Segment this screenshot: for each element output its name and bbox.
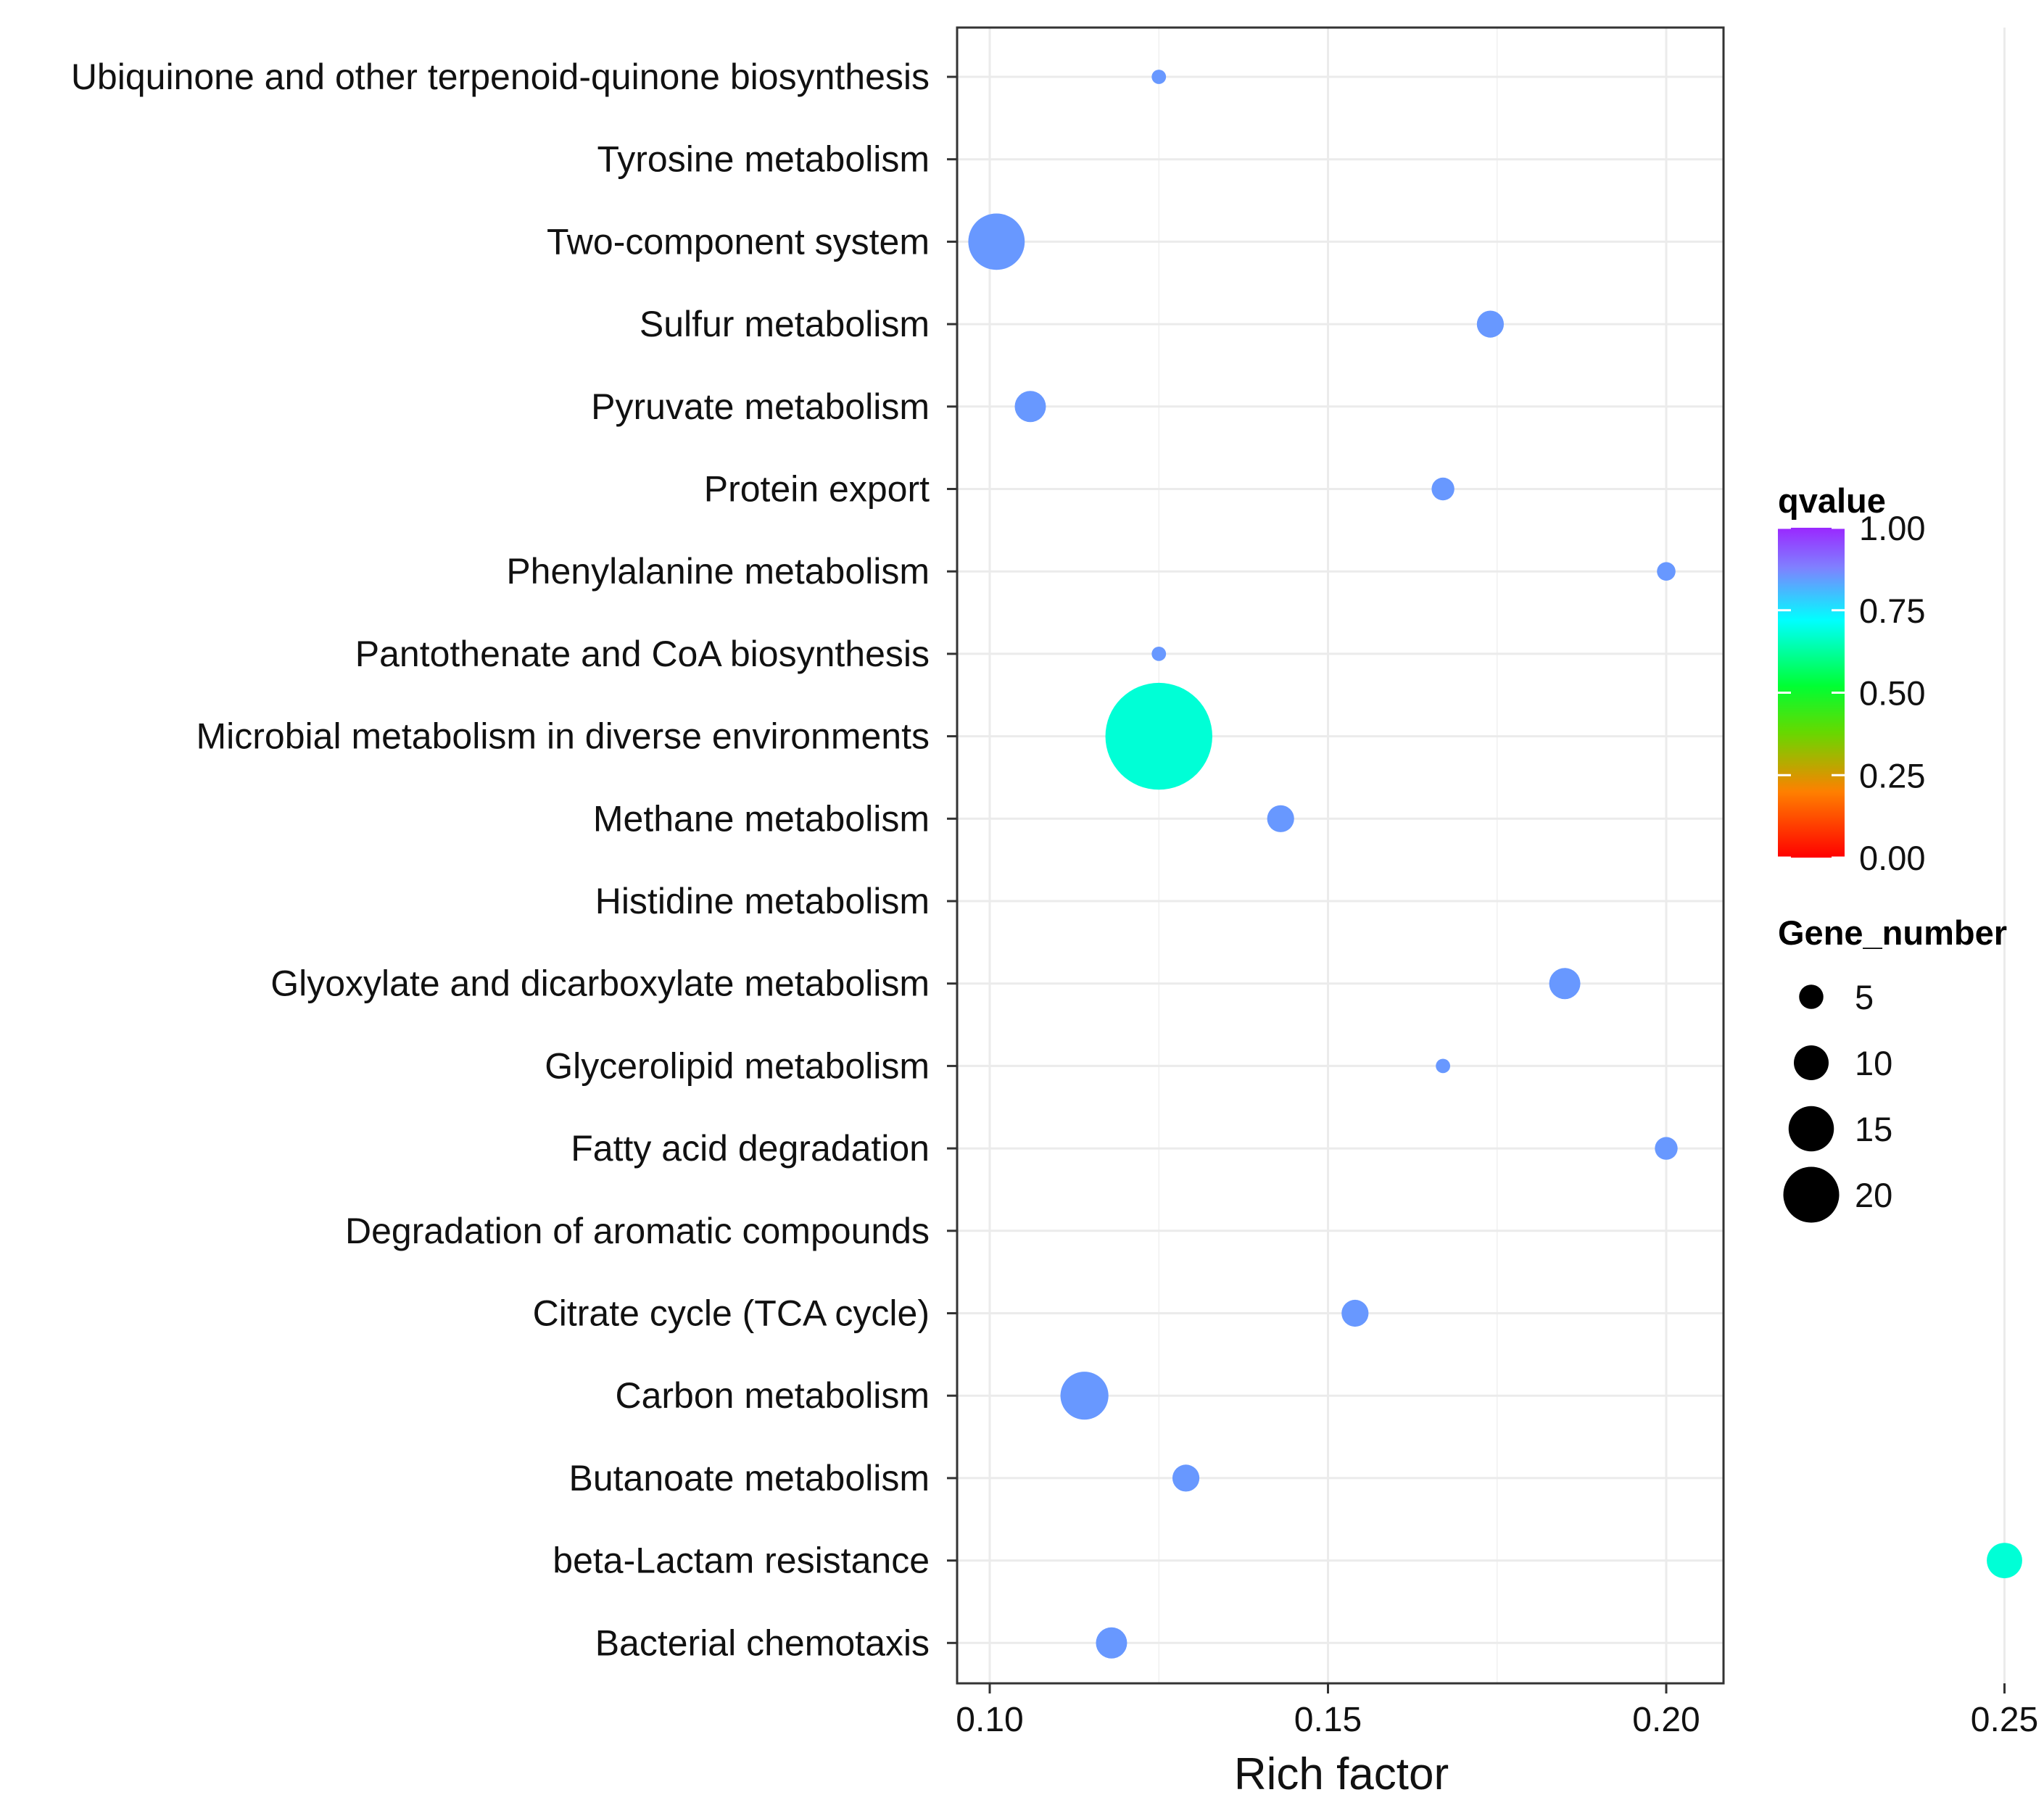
category-label: Ubiquinone and other terpenoid-quinone b… xyxy=(71,57,930,97)
data-point xyxy=(1431,477,1455,501)
data-point xyxy=(1655,1137,1678,1160)
category-label: Glycerolipid metabolism xyxy=(545,1045,930,1086)
data-point xyxy=(1476,310,1505,338)
colorbar-label: 0.75 xyxy=(1859,592,1925,630)
data-point xyxy=(1657,562,1676,581)
qvalue-legend-title: qvalue xyxy=(1778,481,1886,520)
category-label: Citrate cycle (TCA cycle) xyxy=(533,1293,930,1334)
data-point xyxy=(1436,1058,1451,1074)
qvalue-legend: qvalue 1.00 0.75 0.50 0.25 0.00 xyxy=(1778,481,1925,877)
x-tick-label: 0.25 xyxy=(1971,1701,2038,1739)
category-label: Degradation of aromatic compounds xyxy=(345,1211,930,1251)
data-point xyxy=(1060,1372,1109,1420)
category-label: Microbial metabolism in diverse environm… xyxy=(196,716,930,757)
colorbar-label: 0.25 xyxy=(1859,756,1925,795)
data-points xyxy=(968,70,2022,1659)
grid-major xyxy=(957,28,2006,1683)
qvalue-colorbar-labels: 1.00 0.75 0.50 0.25 0.00 xyxy=(1859,509,1925,877)
colorbar-label: 1.00 xyxy=(1859,509,1925,547)
data-point xyxy=(968,213,1025,270)
x-axis-title: Rich factor xyxy=(1234,1749,1449,1799)
data-point xyxy=(1105,682,1212,790)
category-label: Tyrosine metabolism xyxy=(597,139,930,180)
size-legend-dot xyxy=(1794,1045,1829,1080)
size-legend-dot xyxy=(1799,984,1824,1009)
category-label: Sulfur metabolism xyxy=(640,304,930,344)
x-tick-label: 0.10 xyxy=(956,1701,1023,1739)
data-point xyxy=(1151,647,1167,661)
category-label: Glyoxylate and dicarboxylate metabolism xyxy=(270,963,930,1004)
data-point xyxy=(1549,968,1581,1000)
gene-number-legend: Gene_number 5 10 15 20 xyxy=(1778,913,2007,1223)
x-axis-ticks xyxy=(988,1683,2006,1693)
category-label: Carbon metabolism xyxy=(615,1375,930,1416)
size-legend-label: 15 xyxy=(1855,1110,1892,1148)
colorbar-label: 0.00 xyxy=(1859,839,1925,877)
size-legend-label: 5 xyxy=(1855,978,1874,1016)
x-tick-label: 0.15 xyxy=(1294,1701,1362,1739)
category-label: Methane metabolism xyxy=(593,798,930,839)
category-label: Pantothenate and CoA biosynthesis xyxy=(355,634,930,674)
data-point xyxy=(1987,1543,2022,1579)
size-legend-label: 20 xyxy=(1855,1176,1892,1214)
gene-number-legend-title: Gene_number xyxy=(1778,913,2007,952)
category-label: Protein export xyxy=(704,469,930,510)
category-label: Fatty acid degradation xyxy=(571,1128,930,1169)
data-point xyxy=(1341,1299,1369,1327)
category-label: Histidine metabolism xyxy=(595,881,930,921)
panel-background xyxy=(957,28,1724,1683)
size-legend-label: 10 xyxy=(1855,1044,1892,1082)
size-legend-dot xyxy=(1788,1106,1834,1152)
category-label: beta-Lactam resistance xyxy=(553,1541,930,1581)
x-tick-label: 0.20 xyxy=(1632,1701,1700,1739)
data-point xyxy=(1014,391,1046,423)
x-axis-labels: 0.100.150.200.250.30 xyxy=(956,1701,2038,1739)
y-axis-ticks xyxy=(947,75,957,1644)
data-point xyxy=(1151,70,1167,84)
data-point xyxy=(1172,1464,1200,1492)
category-label: Bacterial chemotaxis xyxy=(595,1622,930,1663)
data-point xyxy=(1096,1627,1127,1659)
category-label: Two-component system xyxy=(547,221,930,262)
panel-border xyxy=(956,26,1725,1685)
category-label: Pyruvate metabolism xyxy=(591,386,930,427)
size-legend-dot xyxy=(1783,1166,1840,1223)
data-point xyxy=(1267,805,1294,832)
grid-minor xyxy=(1158,28,1498,1683)
category-label: Phenylalanine metabolism xyxy=(506,551,930,592)
qvalue-colorbar-ticks xyxy=(1778,526,1845,859)
colorbar-label: 0.50 xyxy=(1859,674,1925,713)
gene-number-legend-items: 5 10 15 20 xyxy=(1783,978,1892,1223)
category-label: Butanoate metabolism xyxy=(568,1458,930,1498)
y-axis-labels: Ubiquinone and other terpenoid-quinone b… xyxy=(71,57,930,1663)
